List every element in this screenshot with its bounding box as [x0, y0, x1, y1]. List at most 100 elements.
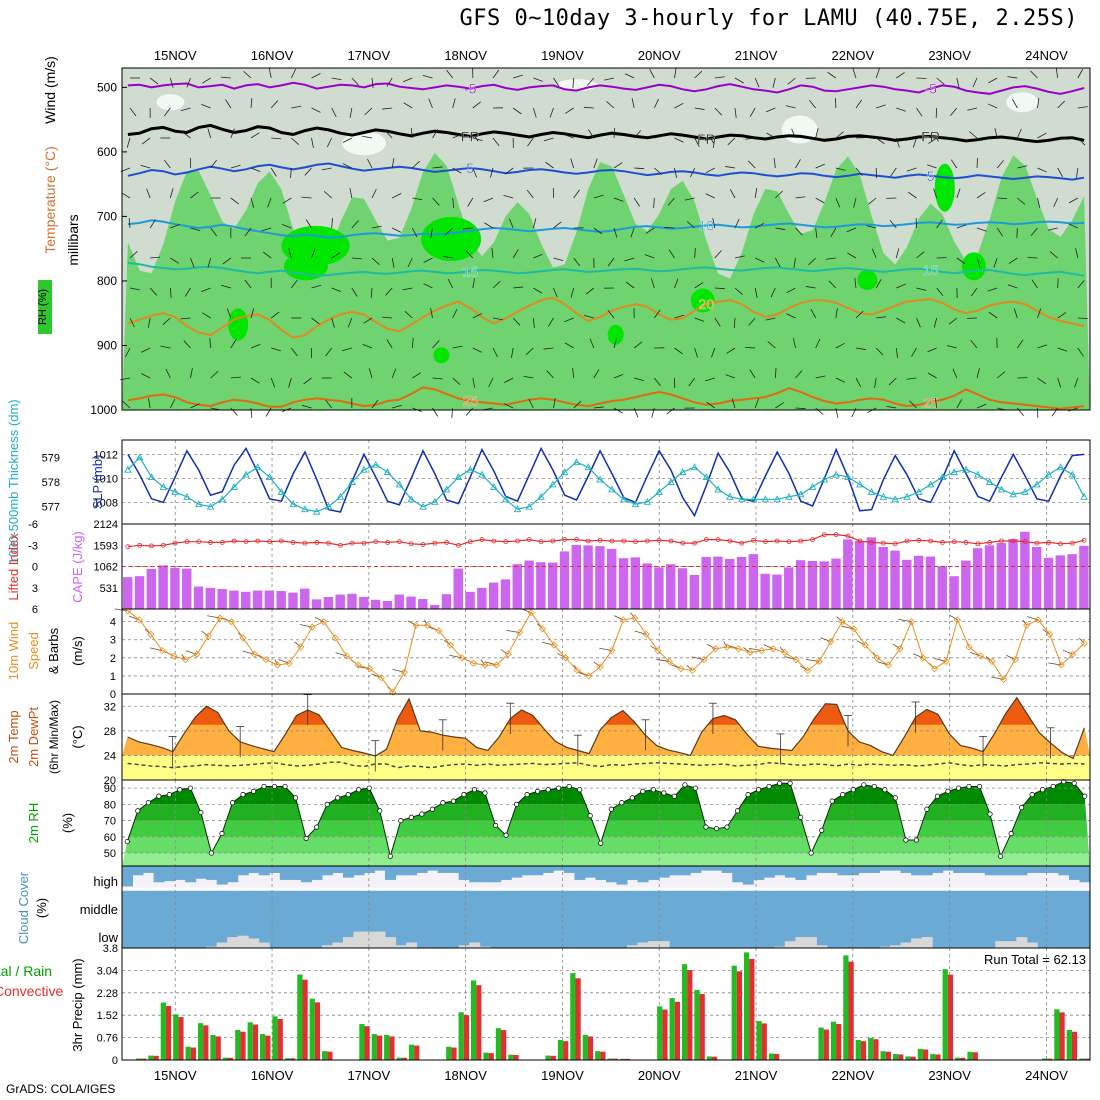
- cloud-low-bar: [374, 931, 386, 948]
- cloud-high-bar: [637, 866, 649, 883]
- wind-barb: [504, 403, 514, 409]
- wind-barb: [916, 251, 925, 259]
- rh-marker: [619, 800, 625, 806]
- wind-speed-marker: [435, 627, 443, 635]
- wind-barb: [261, 227, 272, 232]
- wind-barb: [570, 287, 575, 298]
- thickness-marker: [206, 502, 215, 510]
- lifted-index-marker: [715, 537, 721, 542]
- wind-speed-marker: [734, 645, 743, 653]
- date-label-bottom: 17NOV: [348, 1068, 391, 1083]
- cloud-high-bar: [448, 866, 460, 873]
- wind-barb: [271, 347, 281, 352]
- cloud-high-bar: [385, 866, 397, 880]
- wind-barb: [825, 257, 836, 260]
- cloud-low-bar: [258, 942, 270, 948]
- wind-barb: [767, 341, 776, 349]
- cloud-high-bar: [984, 866, 996, 876]
- wind-barb: [304, 167, 312, 176]
- precip-convective-bar: [674, 1001, 680, 1060]
- wind-barb: [140, 164, 151, 169]
- wind-barb: [564, 342, 574, 349]
- wind-barb: [222, 257, 232, 265]
- thickness-tick: 578: [42, 477, 60, 489]
- surface-wind-barb: [1022, 619, 1027, 626]
- wind-barb: [956, 399, 963, 409]
- lifted-index-marker: [892, 541, 898, 547]
- date-label-top: 20NOV: [638, 48, 681, 63]
- surface-wind-barb: [201, 630, 209, 637]
- lifted-index-marker: [397, 539, 402, 545]
- wind-barb: [180, 107, 191, 112]
- wind-barb: [150, 256, 161, 259]
- wind-barb: [774, 367, 777, 379]
- wind-barb: [169, 287, 172, 298]
- date-label-top: 22NOV: [832, 48, 875, 63]
- wind-barb: [1037, 197, 1041, 208]
- precip-total-bar: [657, 1006, 663, 1060]
- cape-bar: [158, 565, 168, 609]
- cape-bar: [654, 567, 664, 609]
- wind-barb: [927, 347, 937, 353]
- wind-barb: [250, 98, 253, 109]
- precip-convective-bar: [513, 1055, 519, 1060]
- temp-tick: 24: [104, 750, 116, 762]
- wind-barb: [423, 283, 433, 289]
- wind-speed-marker: [366, 665, 374, 673]
- wind-barb: [786, 313, 796, 319]
- lifted-index-marker: [125, 544, 131, 550]
- thickness-marker: [1056, 463, 1065, 471]
- cape-bar: [1031, 546, 1042, 609]
- cloud-high-bar: [890, 866, 902, 871]
- surface-wind-barb: [836, 616, 843, 622]
- wind-barb: [169, 188, 174, 199]
- cloud-high-bar: [690, 866, 702, 873]
- precip-convective-bar: [587, 1036, 594, 1060]
- wind-barb: [147, 317, 151, 328]
- lifted-index-marker: [692, 540, 697, 546]
- rh-marker: [577, 787, 583, 793]
- lifted-index-marker: [574, 537, 579, 542]
- lifted-index-marker: [1034, 540, 1040, 546]
- lifted-index-marker: [243, 539, 249, 545]
- cape-bar: [205, 587, 216, 609]
- cape-bar: [123, 577, 133, 609]
- wind-barb: [573, 257, 581, 267]
- thickness-marker: [253, 463, 262, 471]
- wind-speed-marker: [608, 647, 616, 655]
- wind-speed-marker: [758, 647, 766, 655]
- wind-barb: [916, 107, 923, 117]
- wind-barb: [1007, 284, 1018, 289]
- temp-tick: 20: [104, 775, 116, 787]
- wind-barb: [149, 219, 156, 229]
- cloud-high-bar: [395, 866, 407, 876]
- rh-marker: [1008, 830, 1014, 837]
- cloud-high-bar: [1058, 866, 1070, 876]
- wind-barb: [705, 193, 716, 199]
- wind-barb: [122, 400, 131, 409]
- slp-line: [127, 446, 1085, 518]
- wind-barb: [371, 225, 382, 229]
- cloud-high-bar: [342, 866, 354, 878]
- precip-convective-bar: [240, 1031, 246, 1060]
- wind-speed-marker: [965, 643, 973, 651]
- cape-bar: [607, 548, 617, 609]
- thickness-marker: [915, 487, 923, 495]
- wind-barb: [895, 248, 900, 259]
- thickness-marker: [525, 502, 534, 510]
- cloud-high-bar: [1005, 866, 1017, 876]
- cloud-high-bar: [195, 866, 207, 879]
- wind-barb: [141, 373, 151, 379]
- lifted-index-marker: [821, 532, 827, 538]
- cloud-high-bar: [1047, 866, 1059, 873]
- wind-barb: [492, 137, 500, 147]
- cloud-high-bar: [227, 866, 239, 883]
- wind-speed-marker: [1000, 675, 1008, 684]
- contour-label: 25: [462, 393, 478, 409]
- precip-total-bar: [1066, 1029, 1072, 1060]
- cloud-high-bar: [553, 866, 565, 871]
- cloud-high-bar: [953, 866, 965, 873]
- surface-wind-barb: [913, 653, 924, 659]
- cloud-low-bar: [900, 942, 912, 948]
- wind-barb: [1057, 377, 1062, 388]
